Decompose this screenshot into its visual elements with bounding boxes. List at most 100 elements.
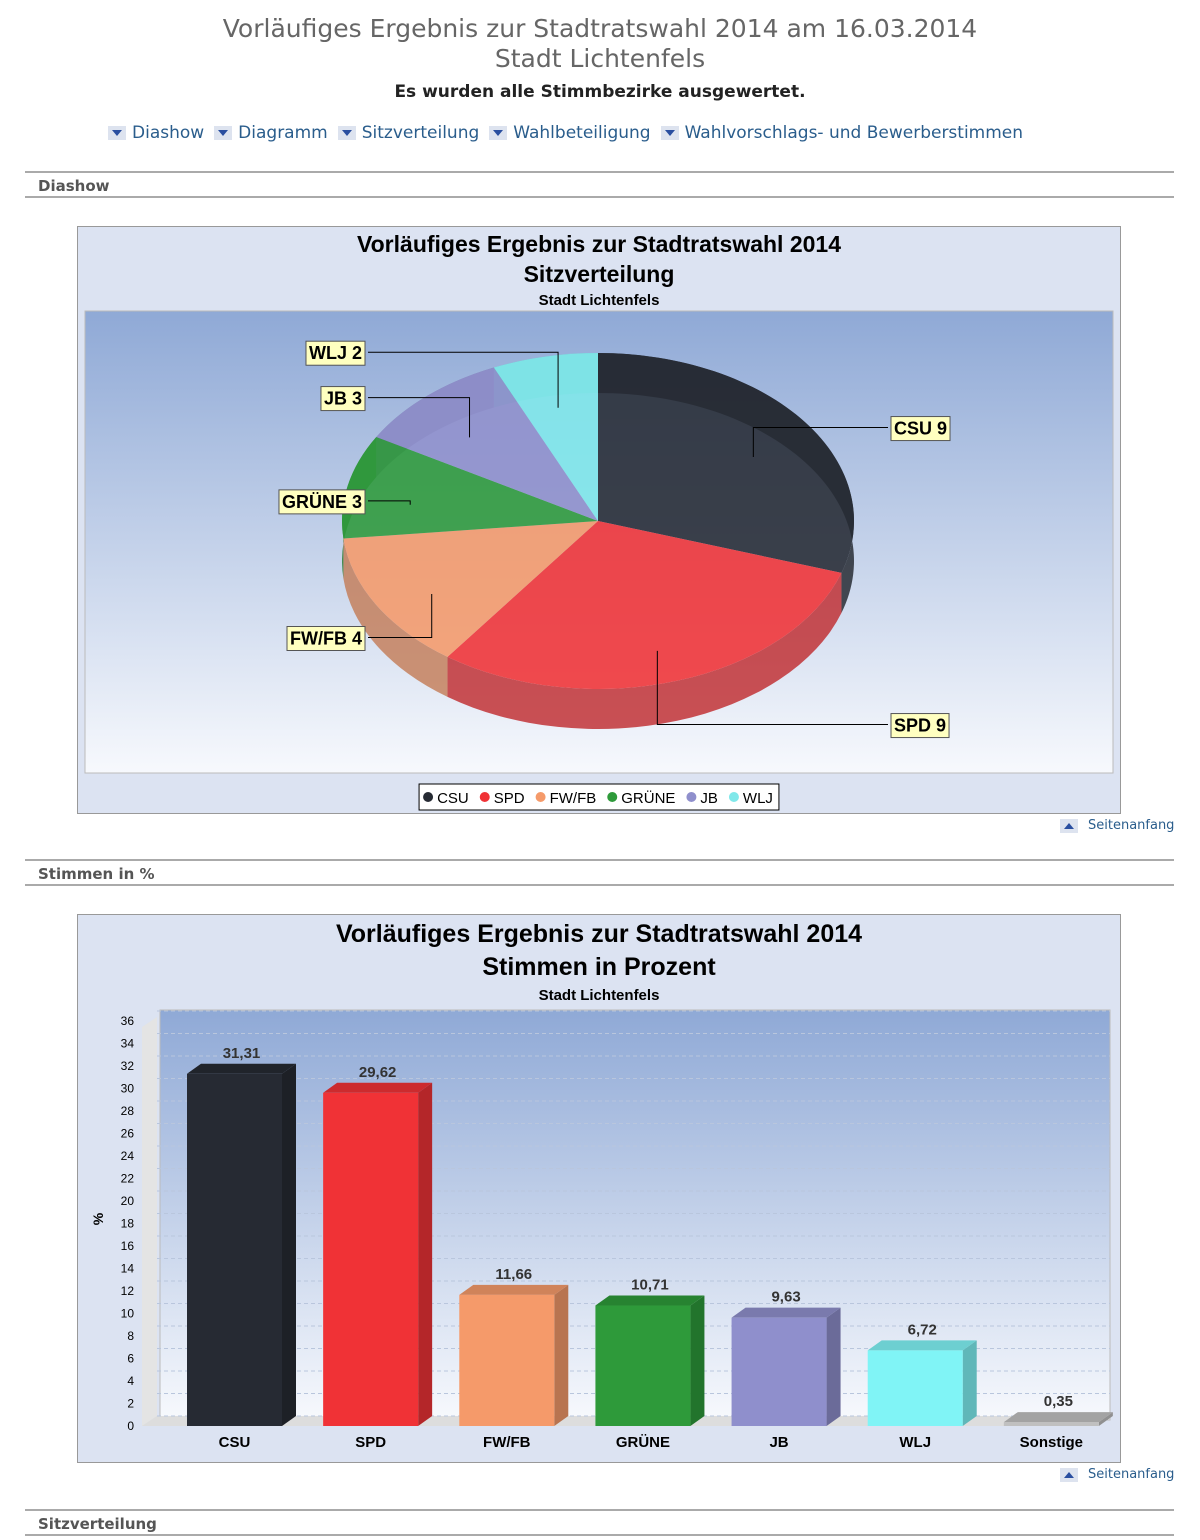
chart-title: Vorläufiges Ergebnis zur Stadtratswahl 2…: [336, 920, 862, 948]
bar-top: [1003, 1412, 1113, 1423]
nav-item[interactable]: Diagramm: [214, 123, 328, 143]
data-label: 11,66: [495, 1266, 532, 1283]
nav-link[interactable]: Diashow: [132, 123, 205, 143]
bar-top: [731, 1307, 841, 1318]
bar-side: [282, 1063, 296, 1426]
section-header: Stimmen in %: [25, 859, 1174, 886]
legend-label: WLJ: [743, 790, 773, 807]
y-tick-label: 4: [127, 1374, 134, 1388]
pie-slice: [343, 521, 598, 657]
legend-marker: [479, 792, 490, 802]
bar-side: [1098, 1412, 1113, 1426]
nav-item[interactable]: Wahlvorschlags- und Bewerberstimmen: [660, 123, 1024, 143]
y-tick-label: 0: [127, 1419, 134, 1433]
data-label: GRÜNE 3: [282, 492, 362, 512]
data-label: CSU 9: [894, 419, 947, 439]
nav-item[interactable]: Sitzverteilung: [337, 123, 480, 143]
leader-line: [368, 594, 433, 638]
icon: [214, 126, 233, 140]
status: Es wurden alle Stimmbezirke ausgewertet.: [394, 82, 806, 102]
section-header: Sitzverteilung: [25, 1509, 1174, 1536]
y-tick-label: 20: [121, 1194, 135, 1208]
nav-item[interactable]: Wahlbeteiligung: [489, 123, 651, 143]
legend-label: JB: [700, 790, 718, 807]
bar-top: [867, 1340, 977, 1351]
slice-side: [447, 572, 842, 729]
x-tick-label: SPD: [355, 1434, 386, 1451]
leader-line: [752, 427, 888, 457]
bar-top: [595, 1295, 705, 1306]
icon: [337, 126, 356, 140]
chart-title: Vorläufiges Ergebnis zur Stadtratswahl 2…: [357, 231, 841, 257]
top-link[interactable]: Seitenanfang: [1060, 818, 1174, 833]
bar-side: [554, 1284, 569, 1426]
bar: [867, 1350, 963, 1426]
data-label: FW/FB 4: [290, 629, 362, 649]
leader-line: [368, 500, 411, 505]
y-tick-label: 18: [121, 1217, 135, 1231]
y-tick-label: 24: [121, 1149, 135, 1163]
y-tick-label: 34: [121, 1037, 135, 1051]
pie-slice: [598, 353, 854, 573]
top-link-text[interactable]: Seitenanfang: [1088, 818, 1175, 833]
bar-chart: Vorläufiges Ergebnis zur Stadtratswahl 2…: [77, 914, 1121, 1463]
legend-marker: [607, 792, 618, 802]
bar: [459, 1294, 555, 1426]
x-tick-label: JB: [769, 1434, 788, 1451]
y-tick-label: 32: [121, 1059, 135, 1073]
leader-line: [368, 397, 471, 438]
legend-marker: [423, 792, 434, 802]
label-box: [320, 386, 366, 412]
data-label: WLJ 2: [309, 343, 362, 363]
nav-item[interactable]: Diashow: [108, 123, 204, 143]
slice-side: [343, 538, 448, 697]
nav-link[interactable]: Diagramm: [238, 123, 328, 143]
y-tick-label: 10: [121, 1307, 135, 1321]
y-tick-label: 6: [127, 1352, 134, 1366]
y-axis-label: %: [90, 1212, 106, 1225]
legend-box: [418, 783, 780, 811]
legend-label: CSU: [437, 790, 469, 807]
leader-line: [368, 351, 559, 408]
y-tick-label: 22: [121, 1172, 135, 1186]
bar-top: [323, 1082, 433, 1093]
bar-top: [459, 1284, 569, 1295]
label-box: [890, 416, 951, 442]
pie-slice: [493, 353, 598, 521]
label-box: [286, 626, 366, 651]
legend-label: FW/FB: [550, 790, 597, 807]
bar: [323, 1092, 419, 1426]
axis-wall: [142, 1017, 157, 1426]
data-label: SPD 9: [894, 716, 946, 736]
icon: [660, 126, 679, 140]
x-tick-label: GRÜNE: [616, 1434, 670, 1451]
y-tick-label: 2: [127, 1397, 134, 1411]
label-box: [890, 713, 950, 739]
nav-link[interactable]: Sitzverteilung: [361, 123, 480, 143]
bar: [1003, 1422, 1099, 1426]
icon: [489, 126, 508, 140]
y-tick-label: 36: [121, 1014, 135, 1028]
top-link[interactable]: Seitenanfang: [1060, 1467, 1174, 1482]
top-link-text[interactable]: Seitenanfang: [1088, 1467, 1175, 1482]
pie-chart: Vorläufiges Ergebnis zur Stadtratswahl 2…: [77, 226, 1121, 814]
nav-link[interactable]: Wahlvorschlags- und Bewerberstimmen: [684, 123, 1024, 143]
pie-slice: [376, 367, 598, 521]
y-tick-label: 28: [121, 1104, 135, 1118]
data-label: 9,63: [771, 1289, 800, 1306]
y-tick-label: 26: [121, 1127, 135, 1141]
section-header: Diashow: [25, 171, 1174, 198]
x-tick-label: CSU: [219, 1434, 251, 1451]
data-label: JB 3: [324, 389, 362, 409]
label-box: [305, 340, 366, 366]
data-label: 10,71: [631, 1277, 669, 1294]
bar-side: [690, 1295, 705, 1426]
nav-link[interactable]: Wahlbeteiligung: [513, 123, 651, 143]
y-tick-label: 30: [121, 1082, 135, 1096]
legend: CSU SPD FW/FB GRÜNE JB WLJ: [418, 783, 780, 811]
page-subtitle: Stadt Lichtenfels: [494, 44, 706, 73]
data-label: 6,72: [908, 1321, 937, 1338]
page-title: Vorläufiges Ergebnis zur Stadtratswahl 2…: [222, 14, 978, 43]
pie-slice: [447, 521, 842, 689]
